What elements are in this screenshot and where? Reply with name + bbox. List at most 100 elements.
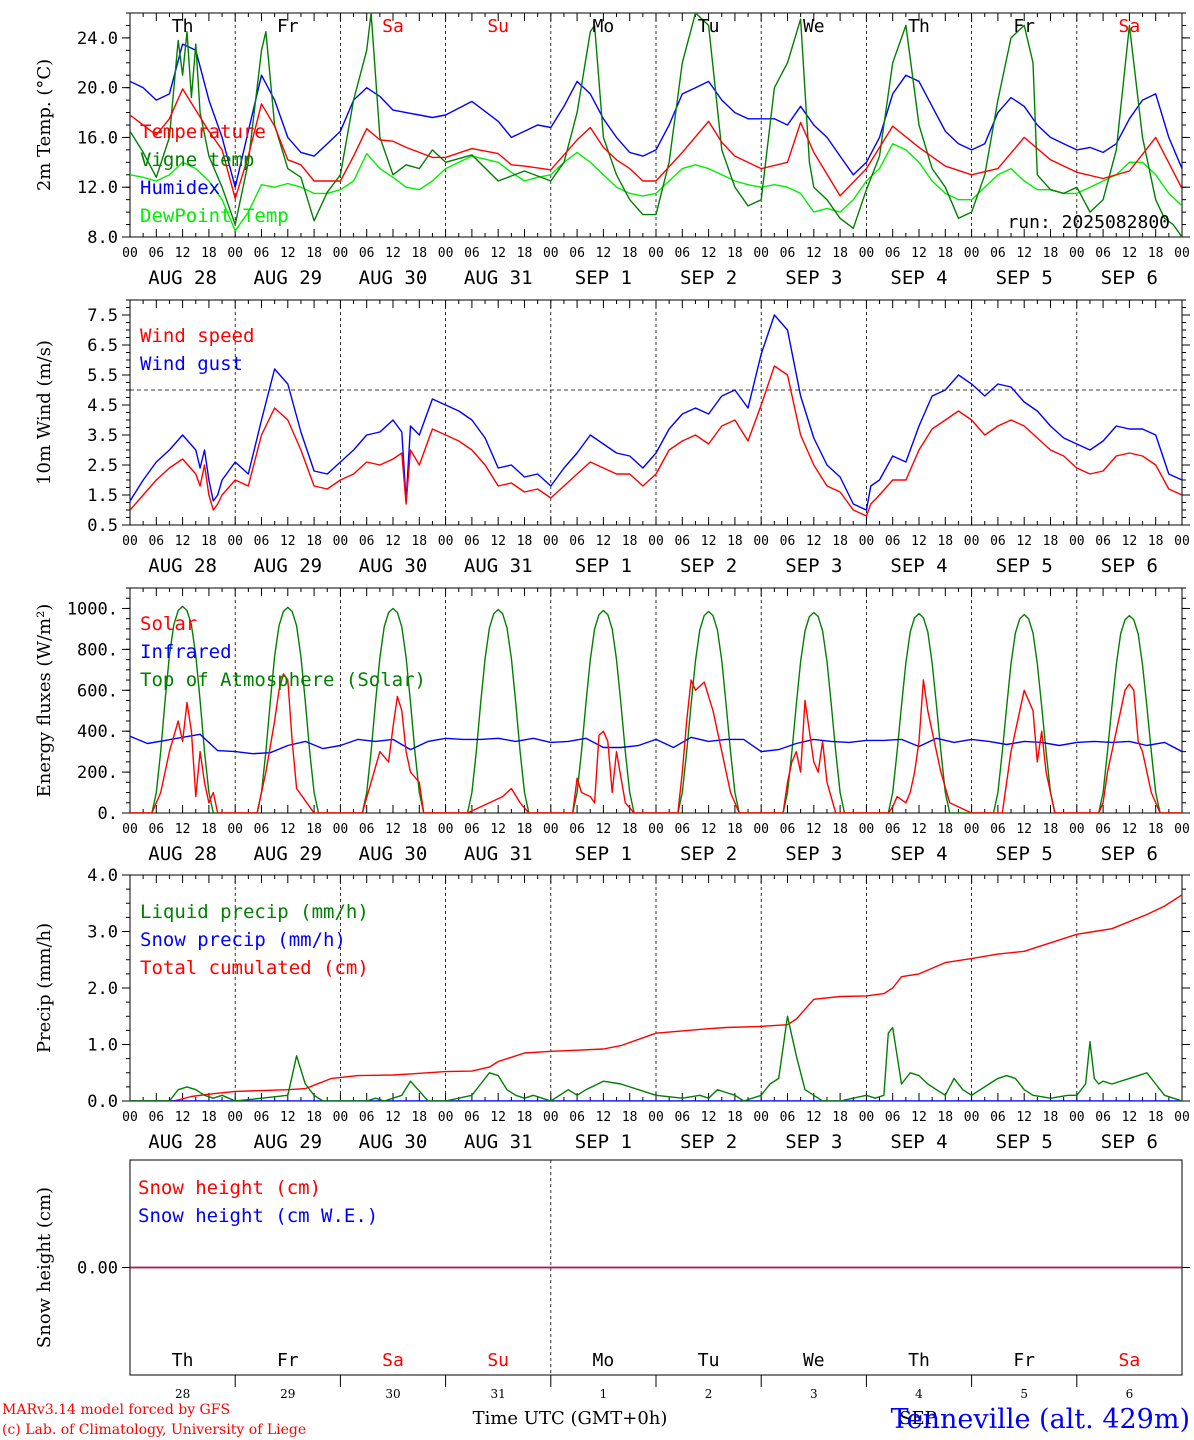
legend-wind-gust: Wind gust xyxy=(140,353,243,375)
date-label: SEP 1 xyxy=(575,267,632,289)
hour-label: 00 xyxy=(964,822,980,837)
hour-label: 06 xyxy=(780,822,796,837)
hour-label: 18 xyxy=(1043,1110,1059,1125)
hour-label: 00 xyxy=(859,822,875,837)
legend-temperature: Temperature xyxy=(140,121,266,143)
legend-wind-speed: Wind speed xyxy=(140,325,254,347)
date-label: SEP 2 xyxy=(680,843,737,865)
y-tick-label: 800. xyxy=(77,640,118,660)
date-label: SEP 1 xyxy=(575,1131,632,1153)
hour-label: 18 xyxy=(937,246,953,261)
day-number: 6 xyxy=(1126,1387,1134,1401)
hour-label: 12 xyxy=(911,822,927,837)
date-label: AUG 31 xyxy=(464,555,533,577)
hour-label: 12 xyxy=(1016,246,1032,261)
hour-label: 12 xyxy=(1122,534,1138,549)
hour-label: 00 xyxy=(227,534,243,549)
hour-label: 00 xyxy=(964,534,980,549)
hour-label: 18 xyxy=(1043,246,1059,261)
hour-label: 00 xyxy=(648,1110,664,1125)
date-label: SEP 6 xyxy=(1101,267,1158,289)
date-label: AUG 30 xyxy=(359,267,428,289)
hour-label: 12 xyxy=(806,534,822,549)
y-tick-label: 3.0 xyxy=(87,923,118,943)
date-label: AUG 28 xyxy=(148,843,217,865)
hour-label: 12 xyxy=(490,822,506,837)
day-number: 28 xyxy=(175,1387,190,1401)
hour-label: 12 xyxy=(175,822,191,837)
hour-label: 06 xyxy=(990,822,1006,837)
hour-label: 18 xyxy=(201,246,217,261)
hour-label: 00 xyxy=(122,1110,138,1125)
hour-label: 06 xyxy=(990,246,1006,261)
y-tick-label: 2.5 xyxy=(87,456,118,476)
hour-label: 12 xyxy=(911,246,927,261)
series-infrared xyxy=(130,733,1182,755)
hour-label: 18 xyxy=(517,1110,533,1125)
legend-snow-height-cm: Snow height (cm) xyxy=(138,1177,321,1199)
series-top-of-atmosphere-solar xyxy=(130,605,1182,813)
date-label: AUG 31 xyxy=(464,1131,533,1153)
legend-snow-precip-mm-h: Snow precip (mm/h) xyxy=(140,929,346,951)
hour-label: 00 xyxy=(543,246,559,261)
series-wind-speed xyxy=(130,365,1182,517)
hour-label: 18 xyxy=(201,534,217,549)
hour-label: 18 xyxy=(937,1110,953,1125)
weekday-label: Tu xyxy=(698,16,720,37)
hour-label: 00 xyxy=(543,534,559,549)
hour-label: 18 xyxy=(411,246,427,261)
y-tick-label: 1.5 xyxy=(87,486,118,506)
y-tick-label: 0.5 xyxy=(87,516,118,536)
hour-label: 00 xyxy=(648,534,664,549)
date-label: AUG 31 xyxy=(464,267,533,289)
hour-label: 18 xyxy=(1148,246,1164,261)
date-label: AUG 28 xyxy=(148,1131,217,1153)
series-total-cumulated-cm xyxy=(130,894,1182,1101)
legend-snow-height-cm-w-e: Snow height (cm W.E.) xyxy=(138,1205,378,1227)
date-label: AUG 30 xyxy=(359,1131,428,1153)
hour-label: 06 xyxy=(359,1110,375,1125)
y-tick-label: 24.0 xyxy=(77,29,118,49)
hour-label: 18 xyxy=(727,1110,743,1125)
hour-label: 00 xyxy=(964,246,980,261)
station-name: Tenneville (alt. 429m) xyxy=(891,1404,1190,1435)
hour-label: 12 xyxy=(911,534,927,549)
hour-label: 00 xyxy=(438,1110,454,1125)
hour-label: 00 xyxy=(648,822,664,837)
hour-label: 12 xyxy=(280,534,296,549)
y-tick-label: 20.0 xyxy=(77,79,118,99)
date-label: AUG 29 xyxy=(253,843,322,865)
hour-label: 00 xyxy=(648,246,664,261)
date-label: SEP 5 xyxy=(996,555,1053,577)
weekday-label: We xyxy=(803,16,825,37)
month-label: SEP xyxy=(899,1408,937,1429)
hour-label: 00 xyxy=(753,1110,769,1125)
hour-label: 18 xyxy=(517,822,533,837)
y-tick-label: 4.5 xyxy=(87,396,118,416)
date-label: SEP 1 xyxy=(575,555,632,577)
day-number: 5 xyxy=(1020,1387,1028,1401)
series-group xyxy=(130,605,1182,813)
hour-label: 12 xyxy=(1016,534,1032,549)
panel-precip: 00 06 12 18 00 06 12 18 00 06 12 18 00 06 12 18 00 06 12 18… xyxy=(34,866,1190,1153)
hour-label: 00 xyxy=(1069,534,1085,549)
legend-liquid-precip-mm-h: Liquid precip (mm/h) xyxy=(140,901,369,923)
hour-label: 06 xyxy=(885,246,901,261)
hour-label: 12 xyxy=(701,246,717,261)
hour-label: 18 xyxy=(832,534,848,549)
series-vigne-temp xyxy=(130,13,1182,237)
panel-snow: 0.00 Snow height (cm) Snow height (cm) Snow… xyxy=(34,1159,1190,1401)
panel-frame xyxy=(129,587,1183,814)
hour-label: 00 xyxy=(1069,246,1085,261)
hour-label: 00 xyxy=(1174,1110,1190,1125)
hour-label: 12 xyxy=(596,1110,612,1125)
y-tick-label: 8.0 xyxy=(87,228,118,248)
credit-line-1: MARv3.14 model forced by GFS xyxy=(2,1402,230,1418)
hour-label: 00 xyxy=(543,1110,559,1125)
hour-label: 00 xyxy=(859,534,875,549)
day-number: 1 xyxy=(600,1387,608,1401)
hour-label: 18 xyxy=(1148,1110,1164,1125)
date-label: SEP 4 xyxy=(890,555,947,577)
hour-label: 06 xyxy=(990,534,1006,549)
legend-solar: Solar xyxy=(140,613,197,635)
